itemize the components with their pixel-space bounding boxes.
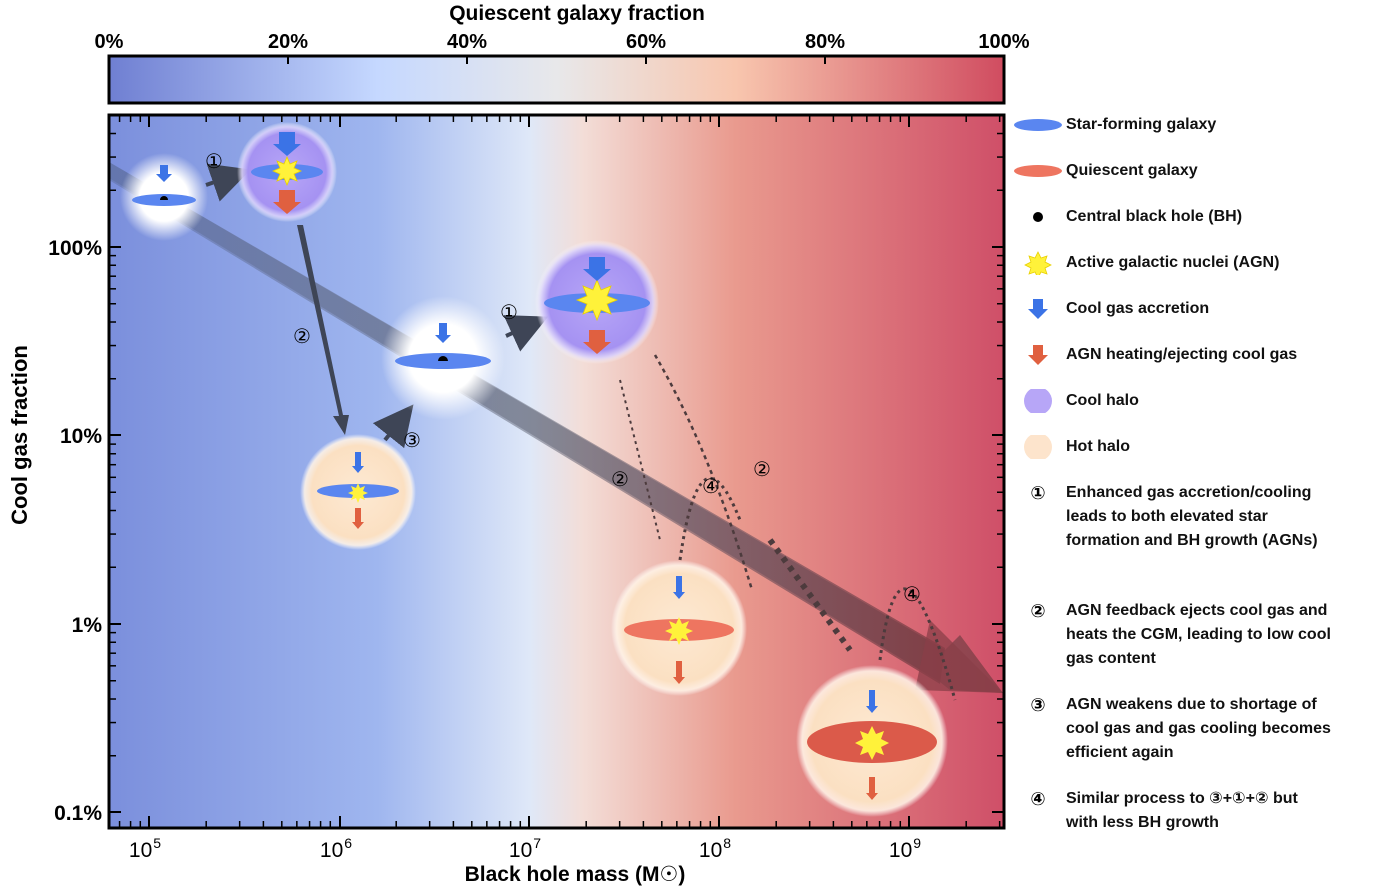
arrow-step1b (503, 315, 549, 352)
plot-frame (107, 113, 1006, 830)
colorbar-tick-label: 80% (805, 31, 845, 53)
legend-quiescent: Quiescent galaxy (1010, 159, 1198, 183)
step-marker-2c: ② (753, 459, 771, 481)
arrow-step2a (297, 225, 349, 435)
galaxy-stage7 (796, 665, 948, 817)
galaxy-stage5 (300, 434, 416, 550)
x-axis-label: Black hole mass (M☉) (465, 863, 686, 886)
y-tick-label: 1% (72, 614, 103, 637)
evolution-track-arrowhead (915, 620, 1003, 693)
legend-star-forming: Star-forming galaxy (1010, 113, 1216, 137)
x-tick-label: 105 (129, 835, 161, 862)
legend-step-3: ③ AGN weakens due to shortage of cool ga… (1030, 695, 1331, 761)
colorbar (107, 54, 1006, 105)
x-axis: 105 106 107 108 109 (118, 115, 1001, 862)
x-tick-label: 107 (509, 835, 541, 862)
legend-cool-halo: Cool halo (1010, 387, 1139, 415)
x-tick-label: 106 (320, 835, 352, 862)
legend-step-4: ④ Similar process to ③+①+② but with less… (1030, 789, 1298, 831)
galaxy-stage6 (611, 560, 747, 696)
legend-hot-halo: Hot halo (1010, 433, 1130, 461)
y-axis-label: Cool gas fraction (7, 345, 32, 525)
step-marker-3: ③ (403, 430, 421, 452)
x-tick-label: 108 (699, 835, 731, 862)
x-tick-label: 109 (889, 835, 921, 862)
step-marker-2b: ② (611, 469, 629, 491)
arrow-step1a (205, 163, 251, 202)
colorbar-tick-label: 40% (447, 31, 487, 53)
step-marker-4b: ④ (903, 584, 921, 606)
galaxy-stage4 (535, 240, 659, 364)
legend-bh: Central black hole (BH) (1010, 205, 1242, 229)
dashed-arrow-4b (878, 587, 957, 701)
galaxy-stage3 (381, 296, 505, 420)
y-tick-label: 100% (48, 237, 102, 260)
step-marker-1b: ① (500, 302, 518, 324)
y-axis: 100% 10% 1% 0.1% (48, 132, 1004, 825)
colorbar-tick-label: 20% (268, 31, 308, 53)
galaxy-stage1 (120, 153, 208, 241)
legend-step-1: ① Enhanced gas accretion/cooling leads t… (1030, 483, 1318, 549)
legend-agn: Active galactic nuclei (AGN) (1010, 251, 1279, 279)
legend-cool-accretion: Cool gas accretion (1010, 297, 1209, 321)
y-tick-label: 0.1% (54, 802, 102, 825)
step-marker-1a: ① (205, 151, 223, 173)
galaxy-stage2 (237, 122, 337, 222)
step-marker-2a: ② (293, 326, 311, 348)
colorbar-tick-label: 0% (95, 31, 124, 53)
legend-agn-heating: AGN heating/ejecting cool gas (1010, 343, 1297, 367)
colorbar-title: Quiescent galaxy fraction (449, 2, 705, 25)
colorbar-tick-label: 100% (978, 31, 1029, 53)
step-marker-4a: ④ (702, 476, 720, 498)
legend-step-2: ② AGN feedback ejects cool gas and heats… (1030, 601, 1331, 667)
colorbar-tick-label: 60% (626, 31, 666, 53)
arrow-step3 (372, 404, 414, 449)
dashed-arrow-2c (653, 354, 754, 591)
colorbar-ticks: 0% 20% 40% 60% 80% 100% (95, 31, 1030, 64)
dashed-arrow-4a (678, 476, 742, 561)
y-tick-label: 10% (60, 425, 102, 448)
